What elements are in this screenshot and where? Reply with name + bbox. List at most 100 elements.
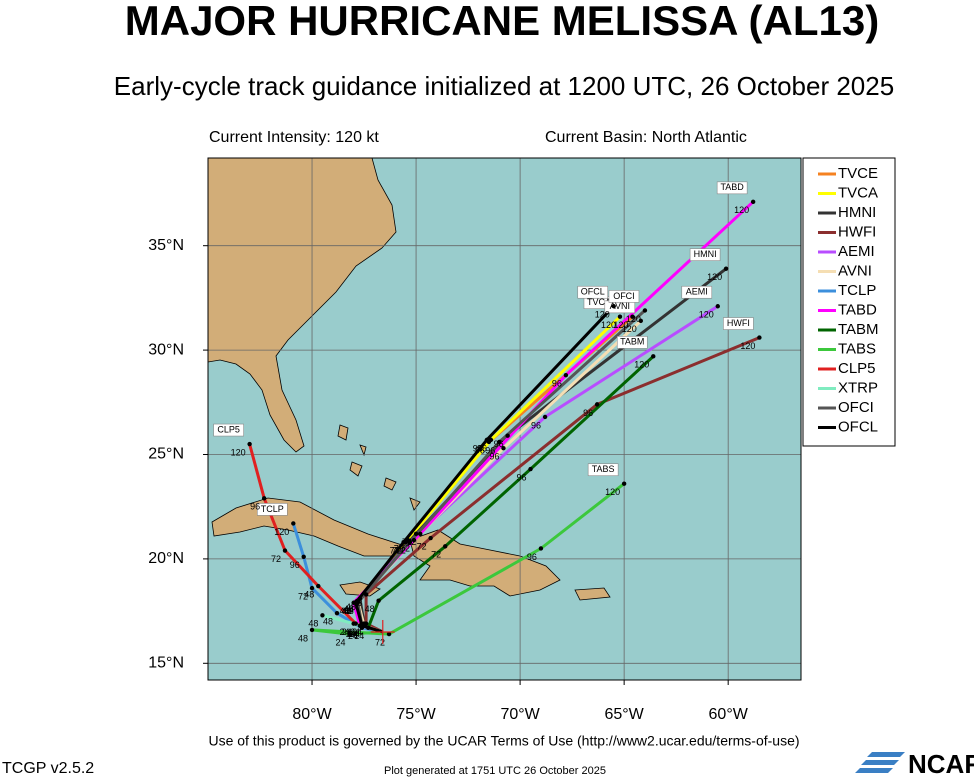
hour-label: 72 xyxy=(298,592,308,602)
track-point xyxy=(723,266,729,271)
track-point xyxy=(594,402,600,407)
hour-label: 120 xyxy=(231,447,246,457)
track-point xyxy=(621,481,627,486)
hour-label: 72 xyxy=(392,546,402,556)
hour-label: 120 xyxy=(622,324,637,334)
legend-label: OFCL xyxy=(838,418,878,435)
track-point xyxy=(497,439,502,445)
hour-label: 72 xyxy=(396,546,406,556)
legend-label: OFCI xyxy=(838,399,874,416)
hour-label: 24 xyxy=(354,631,364,641)
track-point xyxy=(366,625,371,630)
hour-label: 48 xyxy=(346,602,356,612)
track-point xyxy=(316,583,321,589)
hour-label: 96 xyxy=(290,560,300,570)
hour-label: 72 xyxy=(375,637,385,647)
track-point xyxy=(484,437,490,443)
end-label-box xyxy=(213,423,244,437)
legend-label: AVNI xyxy=(838,262,872,279)
hour-label: 24 xyxy=(350,629,360,639)
initial-position xyxy=(370,619,395,644)
end-label: TABD xyxy=(720,182,744,192)
hour-label: 120 xyxy=(605,487,620,497)
y-tick-label: 15°N xyxy=(148,655,184,672)
hour-label: 120 xyxy=(734,205,749,215)
track-point xyxy=(542,414,548,420)
hour-label: 24 xyxy=(350,627,360,637)
chart-title: MAJOR HURRICANE MELISSA (AL13) xyxy=(125,0,879,44)
track-point xyxy=(261,496,267,501)
track-point xyxy=(376,598,381,603)
end-label-box xyxy=(608,290,640,303)
hour-label: 120 xyxy=(601,320,616,330)
hour-label: 96 xyxy=(489,452,499,462)
hour-label: 96 xyxy=(531,420,541,430)
hour-label: 48 xyxy=(304,589,314,599)
track-point xyxy=(291,521,296,526)
track-point xyxy=(347,631,352,637)
track-point xyxy=(411,537,417,543)
track-point xyxy=(617,314,623,319)
hour-label: 24 xyxy=(348,629,358,639)
end-label-box xyxy=(723,317,754,330)
hour-label: 120 xyxy=(740,341,755,351)
end-label-box xyxy=(577,285,609,299)
end-label: TVCA xyxy=(587,297,611,307)
y-tick-label: 30°N xyxy=(148,341,184,358)
legend-label: HWFI xyxy=(838,223,876,240)
hour-label: 48 xyxy=(344,606,354,616)
hour-label: 72 xyxy=(417,541,427,551)
x-tick-label: 70°W xyxy=(500,706,540,723)
chart-subtitle: Early-cycle track guidance initialized a… xyxy=(114,71,894,101)
legend-label: CLP5 xyxy=(838,360,876,377)
legend-label: AEMI xyxy=(838,243,875,260)
track-point xyxy=(757,335,762,340)
hour-label: 24 xyxy=(348,629,358,639)
track-point xyxy=(428,535,433,541)
hour-label: 120 xyxy=(626,314,641,324)
hour-label: 120 xyxy=(613,320,628,330)
track-point xyxy=(301,554,306,560)
track-point xyxy=(353,600,358,605)
hour-label: 72 xyxy=(396,546,406,556)
track-point xyxy=(320,613,325,618)
hour-label: 24 xyxy=(348,629,358,639)
terms-note: Use of this product is governed by the U… xyxy=(208,733,799,749)
track-point xyxy=(563,372,569,378)
hour-label: 96 xyxy=(552,379,562,389)
hour-label: 48 xyxy=(344,604,354,614)
hour-label: 24 xyxy=(340,627,350,637)
y-tick-label: 20°N xyxy=(148,550,184,567)
x-tick-label: 65°W xyxy=(604,706,644,723)
track-point xyxy=(401,539,406,545)
track-point xyxy=(443,544,448,549)
track-point xyxy=(334,610,340,616)
hour-label: 24 xyxy=(342,627,352,637)
track-point xyxy=(501,446,506,451)
hour-label: 48 xyxy=(308,619,318,629)
legend-label: HMNI xyxy=(838,204,876,221)
y-tick-label: 25°N xyxy=(148,446,184,463)
track-point xyxy=(538,546,544,551)
hour-label: 96 xyxy=(583,408,593,418)
hour-label: 120 xyxy=(707,272,722,282)
end-label: TABS xyxy=(592,464,615,474)
track-point xyxy=(638,318,643,324)
end-label: CLP5 xyxy=(217,424,240,434)
track-point xyxy=(715,304,720,309)
hour-label: 96 xyxy=(477,443,487,453)
logo-text: NCAR xyxy=(908,749,974,779)
track-point xyxy=(630,314,635,319)
end-label-box xyxy=(587,463,619,477)
hour-label: 96 xyxy=(527,552,537,562)
x-tick-label: 75°W xyxy=(396,706,436,723)
track-point xyxy=(488,437,494,443)
end-label: TCLP xyxy=(261,504,284,514)
track-point xyxy=(351,621,356,626)
track-point xyxy=(750,199,756,205)
basin-note: Current Basin: North Atlantic xyxy=(545,129,747,146)
track-point xyxy=(247,441,252,447)
track-point xyxy=(386,631,392,637)
track-point xyxy=(407,539,413,545)
track-point xyxy=(363,592,369,597)
